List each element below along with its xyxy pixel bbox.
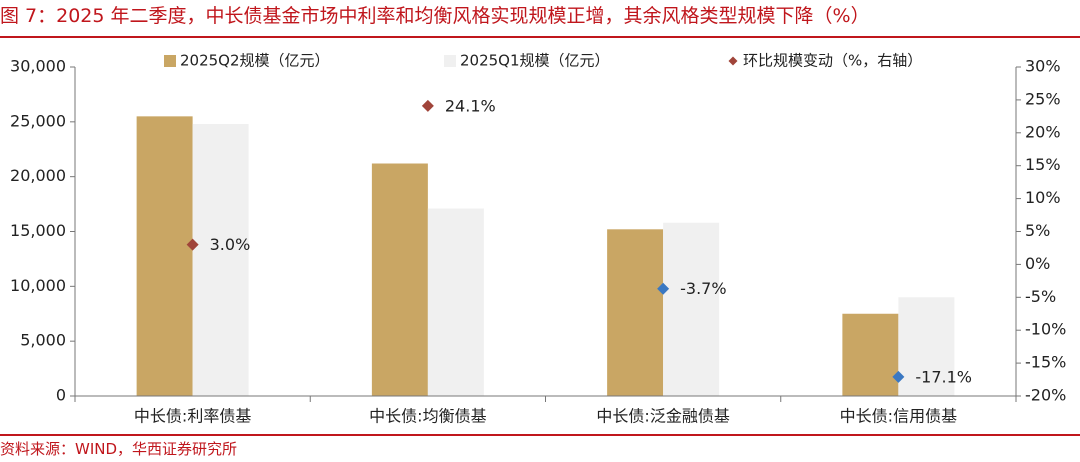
legend-label-change: 环比规模变动（%，右轴） — [743, 52, 922, 70]
right-tick-label: 5% — [1025, 221, 1050, 240]
change-marker — [892, 370, 905, 383]
right-tick-label: -15% — [1025, 353, 1066, 372]
bar-2025q1 — [192, 124, 249, 396]
bar-2025q2 — [842, 313, 899, 396]
x-category-label: 中长债:利率债基 — [134, 407, 251, 426]
change-marker — [657, 282, 670, 295]
right-tick-label: 20% — [1025, 122, 1061, 141]
footer-rule — [0, 434, 1080, 436]
bar-2025q1 — [427, 208, 484, 396]
right-tick-label: 30% — [1025, 57, 1061, 76]
right-tick-label: 15% — [1025, 155, 1061, 174]
bar-2025q2 — [136, 116, 193, 396]
left-tick-label: 15,000 — [10, 221, 66, 240]
markers: 3.0% 24.1% -3.7% -17.1% — [186, 96, 972, 386]
title-rule — [0, 36, 1080, 38]
legend-label-2025q2: 2025Q2规模（亿元） — [180, 52, 330, 70]
left-tick-label: 25,000 — [10, 111, 66, 130]
change-data-label: 24.1% — [445, 96, 496, 115]
change-marker — [421, 99, 434, 112]
x-axis: 中长债:利率债基 中长债:均衡债基 中长债:泛金融债基 中长债:信用债基 — [74, 395, 1017, 426]
left-tick-label: 30,000 — [10, 57, 66, 76]
left-tick-label: 20,000 — [10, 166, 66, 185]
bar-2025q2 — [607, 229, 664, 396]
left-tick-label: 10,000 — [10, 276, 66, 295]
right-tick-label: 10% — [1025, 188, 1061, 207]
right-tick-label: -5% — [1025, 287, 1056, 306]
left-tick-label: 5,000 — [20, 331, 66, 350]
right-tick-label: -20% — [1025, 386, 1066, 405]
change-data-label: 3.0% — [210, 235, 251, 254]
x-category-label: 中长债:信用债基 — [840, 407, 957, 426]
change-data-label: -17.1% — [915, 367, 972, 386]
change-data-label: -3.7% — [680, 279, 726, 298]
legend: 2025Q2规模（亿元） 2025Q1规模（亿元） 环比规模变动（%，右轴） — [164, 52, 922, 70]
bar-2025q1 — [898, 297, 955, 396]
legend-swatch-2025q1 — [444, 55, 456, 67]
left-tick-label: 0 — [56, 386, 66, 405]
x-category-label: 中长债:均衡债基 — [369, 407, 486, 426]
legend-swatch-change — [728, 56, 738, 66]
bar-2025q2 — [371, 163, 428, 396]
x-category-label: 中长债:泛金融债基 — [596, 407, 729, 426]
bar-2025q1 — [663, 222, 720, 396]
legend-swatch-2025q2 — [164, 55, 176, 67]
right-tick-label: 0% — [1025, 254, 1050, 273]
bars — [136, 116, 955, 396]
change-marker — [186, 238, 199, 251]
figure-title: 图 7：2025 年二季度，中长债基金市场中利率和均衡风格实现规模正增，其余风格… — [0, 5, 870, 27]
left-axis: 0 5,000 10,000 15,000 20,000 25,000 30,000 — [10, 57, 76, 405]
right-tick-label: -10% — [1025, 320, 1066, 339]
legend-label-2025q1: 2025Q1规模（亿元） — [460, 52, 610, 70]
right-tick-label: 25% — [1025, 89, 1061, 108]
chart: 0 5,000 10,000 15,000 20,000 25,000 30,000 -20… — [10, 52, 1066, 426]
right-axis: -20% -15% -10% -5% 0% 5% 10% 15% 20% 25% 30% — [1015, 57, 1066, 405]
source-note: 资料来源：WIND，华西证券研究所 — [0, 440, 238, 458]
